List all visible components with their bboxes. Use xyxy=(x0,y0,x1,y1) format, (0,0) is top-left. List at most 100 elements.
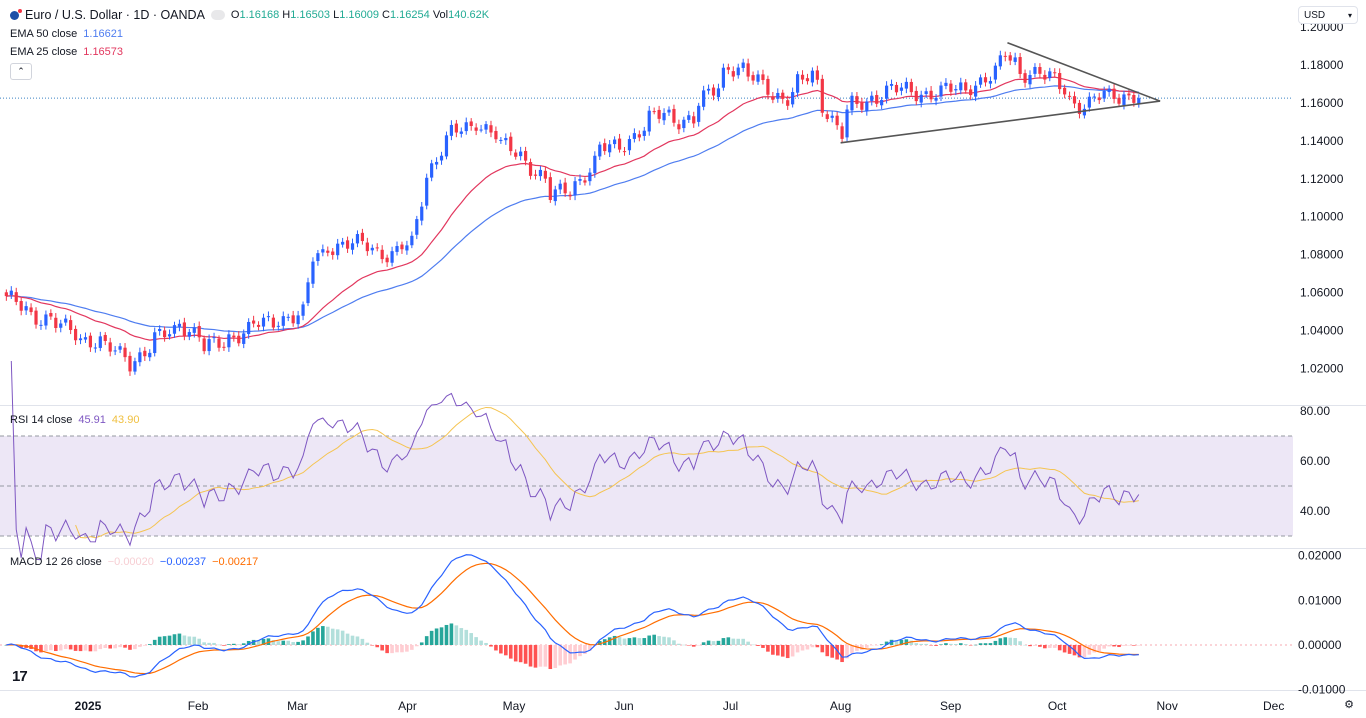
candle-body xyxy=(474,127,478,131)
macd-histogram-bar xyxy=(998,638,1003,645)
currency-dropdown[interactable]: USD ▾ xyxy=(1298,6,1358,24)
candle-body xyxy=(479,129,483,131)
macd-legend[interactable]: MACD 12 26 close −0.00020 −0.00237 −0.00… xyxy=(10,556,258,568)
macd-histogram-bar xyxy=(513,645,518,662)
macd-signal-value: −0.00217 xyxy=(212,556,259,568)
macd-histogram-bar xyxy=(642,638,647,645)
time-axis-label: Oct xyxy=(1048,699,1067,713)
macd-histogram-bar xyxy=(894,640,899,645)
macd-histogram-bar xyxy=(271,640,276,645)
candle-body xyxy=(311,261,315,284)
candle-body xyxy=(573,181,577,196)
candle-body xyxy=(192,327,196,333)
rsi-ma-line xyxy=(75,406,1139,539)
ema25-line xyxy=(6,76,1139,341)
candle-body xyxy=(1082,108,1087,116)
candle-body xyxy=(815,70,819,80)
macd-histogram-bar xyxy=(187,636,192,645)
macd-histogram-bar xyxy=(672,640,676,645)
candle-body xyxy=(988,81,993,84)
collapse-legend-button[interactable]: ⌃ xyxy=(10,63,32,80)
macd-histogram-bar xyxy=(177,633,182,645)
macd-histogram-bar xyxy=(1047,645,1052,648)
candle-body xyxy=(49,313,53,317)
macd-histogram-bar xyxy=(543,645,548,667)
candle-body xyxy=(390,251,394,263)
rsi-ma-value: 43.90 xyxy=(111,414,140,426)
macd-histogram-bar xyxy=(83,645,88,651)
macd-tick-label: 0.02000 xyxy=(1298,549,1342,563)
macd-histogram-bar xyxy=(39,645,43,653)
macd-histogram-bar xyxy=(1122,645,1126,646)
macd-histogram-bar xyxy=(34,645,38,652)
time-axis-label: 2025 xyxy=(75,699,102,713)
candle-body xyxy=(400,244,404,250)
rsi-legend[interactable]: RSI 14 close 45.91 43.90 xyxy=(10,414,139,426)
macd-histogram-bar xyxy=(973,644,978,646)
candle-body xyxy=(256,324,261,327)
macd-histogram-bar xyxy=(1127,645,1131,646)
candle-body xyxy=(721,67,726,88)
macd-histogram-bar xyxy=(276,641,281,645)
candle-body xyxy=(252,320,256,324)
macd-histogram-bar xyxy=(306,636,310,645)
candle-body xyxy=(825,114,829,119)
candle-body xyxy=(845,109,849,138)
candle-body xyxy=(687,115,691,120)
macd-histogram-bar xyxy=(850,645,854,654)
macd-histogram-bar xyxy=(138,645,142,647)
candle-body xyxy=(830,115,834,118)
candle-body xyxy=(464,122,468,132)
candle-body xyxy=(345,240,350,249)
ema25-legend[interactable]: EMA 25 close 1.16573 xyxy=(10,46,123,58)
macd-histogram-bar xyxy=(19,645,23,648)
candle-body xyxy=(919,94,923,103)
macd-histogram-bar xyxy=(830,645,834,658)
price-tick-label: 1.18000 xyxy=(1300,58,1344,72)
gear-icon[interactable]: ⚙ xyxy=(1344,699,1354,711)
macd-histogram-bar xyxy=(785,645,790,659)
macd-histogram-bar xyxy=(909,640,914,645)
ema50-legend[interactable]: EMA 50 close 1.16621 xyxy=(10,28,123,40)
candle-body xyxy=(123,347,127,358)
macd-histogram-bar xyxy=(874,645,879,646)
candle-body xyxy=(434,161,439,165)
high-label: H xyxy=(282,9,291,21)
low-value: 1.16009 xyxy=(339,9,379,21)
tradingview-logo[interactable]: 17 xyxy=(12,668,28,685)
macd-histogram-bar xyxy=(1087,645,1092,655)
macd-histogram-bar xyxy=(212,642,216,645)
macd-histogram-bar xyxy=(454,625,459,645)
candle-body xyxy=(34,310,38,325)
candle-body xyxy=(593,155,597,174)
macd-histogram-bar xyxy=(963,644,968,645)
chevron-down-icon: ▾ xyxy=(1347,10,1352,20)
macd-histogram-bar xyxy=(533,645,538,668)
macd-histogram-bar xyxy=(820,645,825,653)
symbol-title[interactable]: Euro / U.S. Dollar · 1D · OANDA xyxy=(25,8,205,22)
candle-body xyxy=(771,96,775,100)
rsi-value: 45.91 xyxy=(78,414,106,426)
macd-histogram-bar xyxy=(711,641,716,645)
macd-histogram-bar xyxy=(805,645,810,650)
time-axis-label: Apr xyxy=(398,699,417,713)
macd-histogram-bar xyxy=(419,642,424,645)
macd-histogram-bar xyxy=(474,637,478,645)
macd-histogram-bar xyxy=(632,637,637,645)
candle-body xyxy=(336,243,340,256)
macd-histogram-bar xyxy=(790,645,795,657)
ema50-label: EMA 50 close xyxy=(10,28,78,40)
macd-histogram-bar xyxy=(523,645,528,664)
price-tick-label: 1.10000 xyxy=(1300,210,1344,224)
macd-histogram-bar xyxy=(484,642,488,645)
ema50-value: 1.16621 xyxy=(83,28,124,40)
macd-histogram-bar xyxy=(1003,637,1008,645)
candle-body xyxy=(64,318,68,323)
close-label: C xyxy=(382,9,390,21)
macd-histogram-bar xyxy=(54,645,58,652)
symbol-legend: Euro / U.S. Dollar · 1D · OANDA O1.16168… xyxy=(10,8,489,22)
candle-body xyxy=(202,338,206,352)
candle-body xyxy=(217,338,221,348)
candle-body xyxy=(197,326,201,338)
